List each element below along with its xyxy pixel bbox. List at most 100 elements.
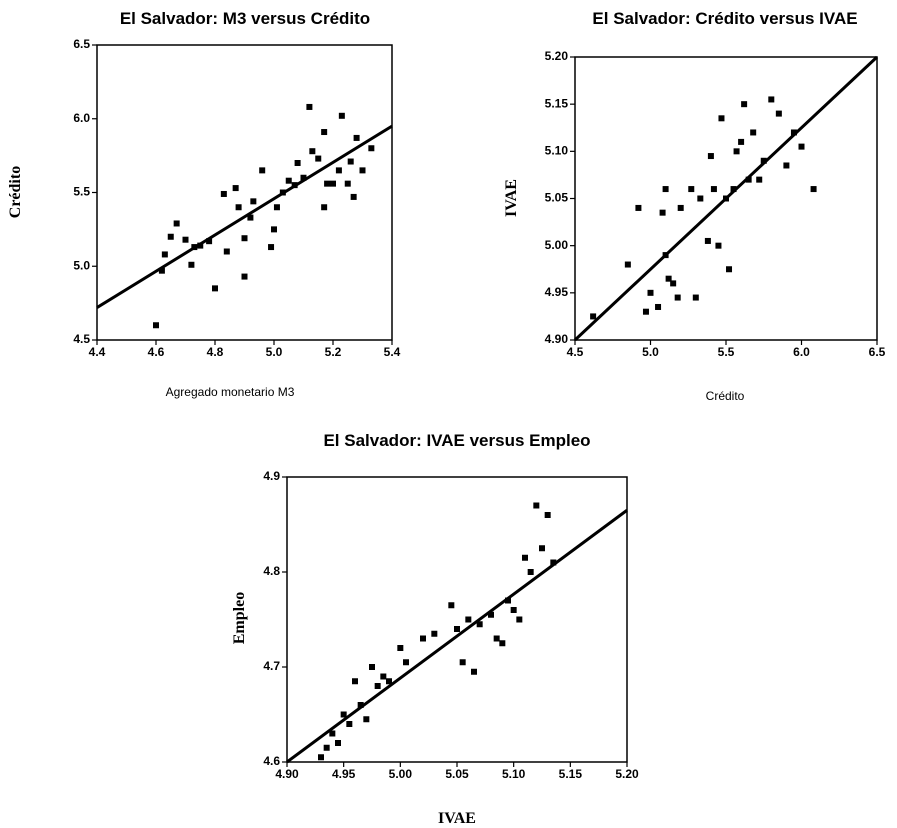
point <box>798 143 805 150</box>
point <box>350 193 357 200</box>
point <box>380 673 387 680</box>
point <box>550 559 557 566</box>
point <box>161 251 168 258</box>
point <box>273 204 280 211</box>
point <box>697 195 704 202</box>
plot-frame <box>96 44 393 341</box>
point <box>153 322 159 329</box>
x-axis-label: Crédito <box>706 389 745 403</box>
point <box>259 167 266 174</box>
point <box>465 616 472 623</box>
point <box>346 721 353 727</box>
y-tick-label: 5.5 <box>73 185 90 199</box>
y-tick-label: 6.0 <box>73 111 90 125</box>
point <box>516 616 523 623</box>
y-tick-label: 5.20 <box>545 49 569 63</box>
point <box>448 602 455 609</box>
point <box>741 101 748 108</box>
point <box>760 157 767 164</box>
chart-title: El Salvador: IVAE versus Empleo <box>323 431 590 450</box>
point <box>662 186 669 193</box>
y-tick-label: 5.00 <box>545 238 569 252</box>
point <box>368 145 375 152</box>
plot-frame <box>286 476 628 763</box>
point <box>321 129 328 136</box>
x-tick-label: 5.10 <box>502 767 526 781</box>
x-tick-label: 4.90 <box>275 767 299 781</box>
point <box>323 744 330 751</box>
y-tick-label: 6.5 <box>73 37 90 51</box>
point <box>510 607 517 613</box>
point <box>330 180 336 187</box>
x-tick-label: 5.00 <box>389 767 413 781</box>
point <box>386 678 392 685</box>
point <box>188 261 195 268</box>
point <box>235 204 242 211</box>
point <box>338 112 345 119</box>
x-tick-label: 4.6 <box>148 345 165 359</box>
point <box>674 294 681 301</box>
point <box>300 174 307 181</box>
point <box>810 186 817 193</box>
point <box>688 186 695 193</box>
point <box>173 220 180 227</box>
point <box>533 502 540 509</box>
y-axis-label: IVAE <box>503 179 520 217</box>
point <box>247 214 254 221</box>
point <box>493 635 500 642</box>
y-tick-label: 5.10 <box>545 144 569 158</box>
point <box>285 177 292 184</box>
point <box>715 242 722 249</box>
point <box>329 730 336 737</box>
point <box>710 186 717 193</box>
point <box>704 237 711 244</box>
point <box>158 267 165 274</box>
x-tick-label: 5.15 <box>559 767 583 781</box>
point <box>775 110 782 117</box>
point <box>522 554 528 561</box>
point <box>730 186 737 193</box>
point <box>335 740 341 746</box>
y-axis-label: Empleo <box>231 592 248 644</box>
point <box>397 645 404 651</box>
point <box>335 167 342 174</box>
y-tick-label: 5.0 <box>73 258 90 272</box>
x-tick-label: 4.95 <box>332 767 356 781</box>
x-tick-label: 5.2 <box>325 345 342 359</box>
point <box>635 204 642 211</box>
x-tick-label: 5.05 <box>445 767 469 781</box>
x-axis-label: IVAE <box>438 810 476 827</box>
y-tick-label: 5.05 <box>545 191 569 205</box>
x-tick-label: 4.8 <box>207 345 224 359</box>
x-axis-label: Agregado monetario M3 <box>166 385 295 399</box>
y-axis-label: Crédito <box>7 166 24 218</box>
point <box>347 158 354 165</box>
point <box>363 716 370 723</box>
point <box>182 236 189 243</box>
point <box>726 266 733 273</box>
point <box>206 238 213 245</box>
point <box>250 198 257 205</box>
point <box>670 280 677 287</box>
point <box>738 138 745 145</box>
point <box>318 754 324 761</box>
chart-title: El Salvador: Crédito versus IVAE <box>592 9 857 28</box>
point <box>745 176 752 183</box>
point <box>294 160 301 166</box>
point <box>718 115 725 122</box>
point <box>790 129 797 136</box>
point <box>647 289 654 296</box>
x-tick-label: 6.0 <box>793 345 810 359</box>
point <box>344 180 351 187</box>
point <box>733 148 740 155</box>
point <box>756 176 763 183</box>
point <box>353 134 360 141</box>
point <box>665 275 672 282</box>
point <box>167 233 174 240</box>
point <box>750 129 757 136</box>
point <box>315 155 322 162</box>
y-tick-label: 4.7 <box>263 659 280 673</box>
y-tick-label: 4.6 <box>263 754 280 768</box>
point <box>223 248 230 255</box>
